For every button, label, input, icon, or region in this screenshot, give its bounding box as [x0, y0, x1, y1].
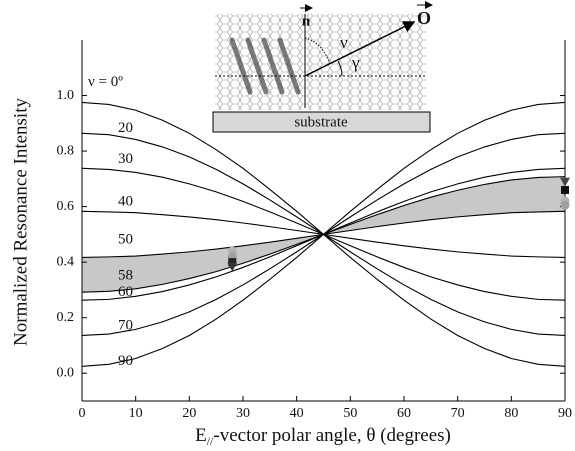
point	[227, 262, 238, 272]
gamma-arc	[337, 60, 343, 77]
inset: n O ν γ substrate	[212, 1, 433, 133]
x-tick-label: 70	[451, 406, 465, 421]
x-tick-label: 80	[504, 406, 518, 421]
substrate-label: substrate	[294, 114, 348, 130]
y-tick-label: 0.0	[57, 365, 75, 380]
x-tick-label: 50	[343, 406, 357, 421]
x-tick-label: 60	[397, 406, 411, 421]
point	[560, 177, 570, 187]
x-tick-label: 0	[79, 406, 86, 421]
curve-label: 50	[118, 231, 133, 247]
x-tick-label: 90	[558, 406, 572, 421]
x-axis-title: E//-vector polar angle, θ (degrees)	[195, 425, 451, 447]
point	[228, 258, 237, 267]
x-tick-label: 30	[236, 406, 250, 421]
curve-label: 40	[118, 193, 133, 209]
x-tick-label: 20	[182, 406, 196, 421]
orientation-vector	[304, 21, 416, 77]
y-tick-label: 1.0	[57, 88, 75, 103]
x-tick-label: 40	[290, 406, 304, 421]
nu-label: ν	[340, 33, 348, 52]
curve-label: 58	[118, 268, 133, 284]
curve-label: 20	[118, 120, 133, 136]
point	[560, 200, 570, 210]
curve-label: 70	[118, 318, 133, 334]
substrate	[212, 111, 431, 133]
y-tick-label: 0.8	[57, 143, 75, 158]
y-axis-title: Normalized Resonance Intensity	[10, 98, 31, 346]
y-tick-label: 0.4	[57, 254, 75, 269]
orientation-label: O	[417, 8, 431, 28]
x-tick-label: 10	[129, 406, 143, 421]
curve	[81, 101, 566, 367]
gamma-label: γ	[351, 53, 360, 72]
normal-label: n	[302, 13, 311, 29]
nu-arc	[304, 37, 331, 65]
curve-label: ν = 0º	[88, 74, 123, 90]
curve-label: 30	[118, 151, 133, 167]
curve-label: 60	[118, 284, 133, 300]
curve-label: 90	[118, 353, 133, 369]
y-tick-label: 0.6	[57, 199, 75, 214]
y-tick-label: 0.2	[57, 310, 75, 325]
point	[561, 185, 569, 194]
nanotube	[215, 14, 427, 110]
molecules	[229, 37, 301, 95]
